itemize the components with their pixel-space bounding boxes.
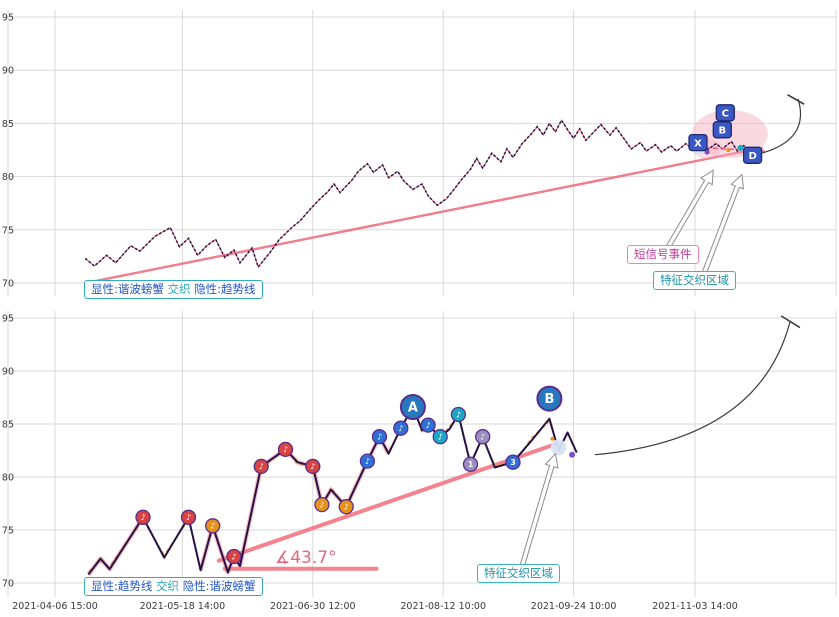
wave-marker: ♪ [314,496,330,513]
pattern-dot [550,436,555,441]
wave-marker: ♪ [338,499,354,515]
legend-lower-explicit: 显性:趋势线 [91,579,153,593]
svg-text:♪: ♪ [344,503,349,512]
wave-marker: ♪ [371,429,388,445]
wave-marker: ♪ [205,518,221,534]
lower-panel: ♪ ♪ ♪ ♪ ♪ ♪ ♪ ♪ ♪ ♪ ♪ ♪ ♪ ♪ ♪ 1 ♪ 3 A B [86,315,801,576]
svg-text:♪: ♪ [365,457,370,466]
svg-text:♪: ♪ [259,462,264,471]
wave-marker: 3 [505,454,521,470]
wave-marker: ♪ [450,406,467,423]
svg-text:C: C [722,109,729,120]
svg-text:1: 1 [468,460,474,469]
annotation-arrow [519,452,559,568]
wave-marker: ♪ [180,509,197,525]
feature-region-label-upper: 特征交织区域 [653,271,736,290]
pattern-node-X: X [688,133,708,152]
svg-text:B: B [544,392,554,407]
x-tick-label: 2021-11-03 14:00 [652,601,738,612]
wave-marker: ♪ [226,548,242,565]
x-tick-label: 2021-06-30 12:00 [270,601,356,612]
pattern-node-A: A [399,394,426,420]
pattern-dot [726,148,731,152]
pattern-node-B: B [536,385,563,412]
projection-curve-tick [787,93,805,105]
svg-text:♪: ♪ [231,552,236,561]
x-tick-label: 2021-04-06 15:00 [12,601,98,612]
projection-curve-tick [780,315,801,329]
legend-upper-tie: 交织 [163,282,195,296]
pattern-dot [737,144,744,151]
annotation-arrow [701,173,744,275]
svg-text:♪: ♪ [456,410,461,419]
x-tick-label: 2021-09-24 10:00 [531,601,617,612]
x-tick-label: 2021-05-18 14:00 [140,601,226,612]
x-tick-label: 2021-08-12 10:00 [400,601,486,612]
svg-text:♪: ♪ [319,500,324,509]
signal-event-label: 短信号事件 [627,245,699,264]
legend-lower: 显性:趋势线 交织 隐性:谐波螃蟹 [84,577,263,596]
wave-marker: ♪ [359,453,376,469]
svg-text:♪: ♪ [283,445,288,454]
svg-text:♪: ♪ [377,433,382,442]
wave-marker: ♪ [432,429,448,445]
svg-text:B: B [718,126,726,137]
annotation-arrow [665,169,714,250]
svg-text:D: D [748,151,756,162]
wave-marker: ♪ [253,458,269,475]
legend-upper: 显性:谐波螃蟹 交织 隐性:趋势线 [84,280,263,299]
svg-text:3: 3 [510,458,516,467]
projection-curve [594,322,791,456]
svg-text:♪: ♪ [210,522,215,531]
pattern-node-C: C [715,104,735,122]
wave-marker: ♪ [277,441,294,458]
wave-marker: ♪ [475,429,491,445]
legend-lower-tie: 交织 [152,579,183,593]
wave-marker: ♪ [135,509,151,525]
legend-lower-implicit: 隐性:谐波螃蟹 [182,579,256,593]
svg-text:♪: ♪ [310,462,315,471]
wave-marker: ♪ [420,417,436,433]
x-axis-labels: 2021-04-06 15:00 2021-05-18 14:00 2021-06-… [12,601,738,612]
node-halo [550,439,567,456]
svg-text:♪: ♪ [480,433,485,442]
pattern-dot [569,451,576,458]
upper-panel: X BC D [84,93,805,285]
wave-marker: ♪ [305,458,321,475]
pink-wave-overlay [86,516,145,576]
wave-marker: 1 [462,456,479,472]
svg-text:♪: ♪ [186,513,191,522]
svg-text:♪: ♪ [438,433,443,442]
svg-text:♪: ♪ [140,513,145,522]
feature-region-label-lower: 特征交织区域 [477,564,560,583]
svg-text:A: A [408,401,418,416]
price-line [84,118,760,269]
lower-trendline [216,441,561,563]
upper-trendline [84,146,763,285]
svg-text:♪: ♪ [426,421,431,430]
legend-upper-explicit: 显性:谐波螃蟹 [91,282,164,296]
projection-curve [761,98,802,154]
svg-text:♪: ♪ [398,424,403,433]
pattern-node-D: D [742,146,763,164]
pattern-node-B: B [712,121,732,139]
legend-upper-implicit: 隐性:趋势线 [194,282,256,296]
svg-text:X: X [694,138,702,149]
wave-marker: ♪ [393,420,409,436]
angle-label: ∡43.7° [275,548,337,568]
